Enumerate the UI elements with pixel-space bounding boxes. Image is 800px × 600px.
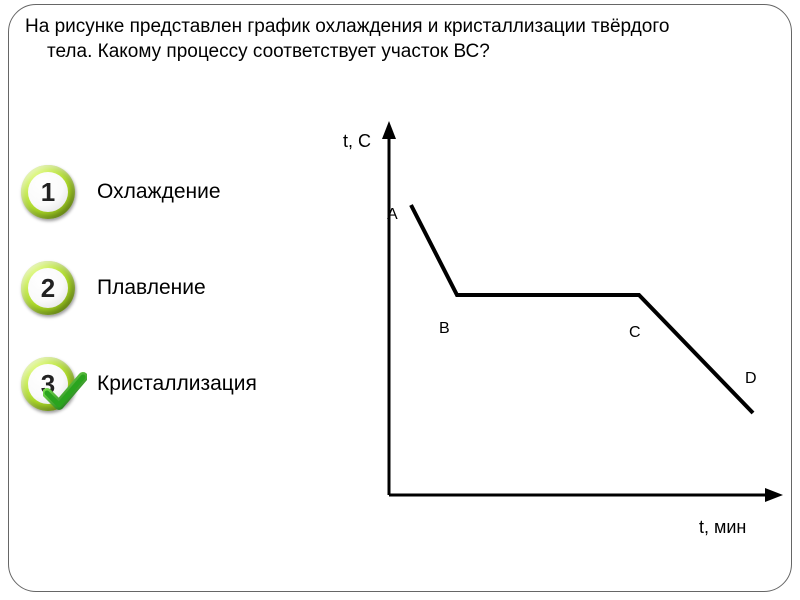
option-badge-2: 2 [21,261,75,315]
chart-svg: A B C D t, C t, мин [329,115,789,555]
x-axis-label: t, мин [699,517,746,537]
point-label-D: D [745,370,757,387]
option-badge-1: 1 [21,165,75,219]
cooling-chart: A B C D t, C t, мин [329,115,789,555]
option-label-2: Плавление [97,276,206,300]
option-3[interactable]: 3 Кристаллизация [21,357,331,411]
x-axis-arrow [765,488,783,502]
point-label-A: A [387,206,398,223]
quiz-card: На рисунке представлен график охлаждения… [8,4,792,592]
question-line2: тела. Какому процессу соответствует учас… [47,40,775,65]
option-2[interactable]: 2 Плавление [21,261,331,315]
option-number-1: 1 [28,172,68,212]
point-label-C: C [629,324,641,341]
question-line1: На рисунке представлен график охлаждения… [25,16,669,37]
point-label-B: B [439,320,450,337]
option-label-3: Кристаллизация [97,372,257,396]
y-axis-arrow [382,121,396,139]
options-list: 1 Охлаждение 2 Плавление 3 [21,165,331,453]
data-line [411,205,753,413]
option-badge-3: 3 [21,357,75,411]
checkmark-icon [43,371,87,415]
option-number-2: 2 [28,268,68,308]
option-label-1: Охлаждение [97,180,221,204]
option-1[interactable]: 1 Охлаждение [21,165,331,219]
question-text: На рисунке представлен график охлаждения… [25,15,775,64]
y-axis-label: t, C [343,131,371,151]
